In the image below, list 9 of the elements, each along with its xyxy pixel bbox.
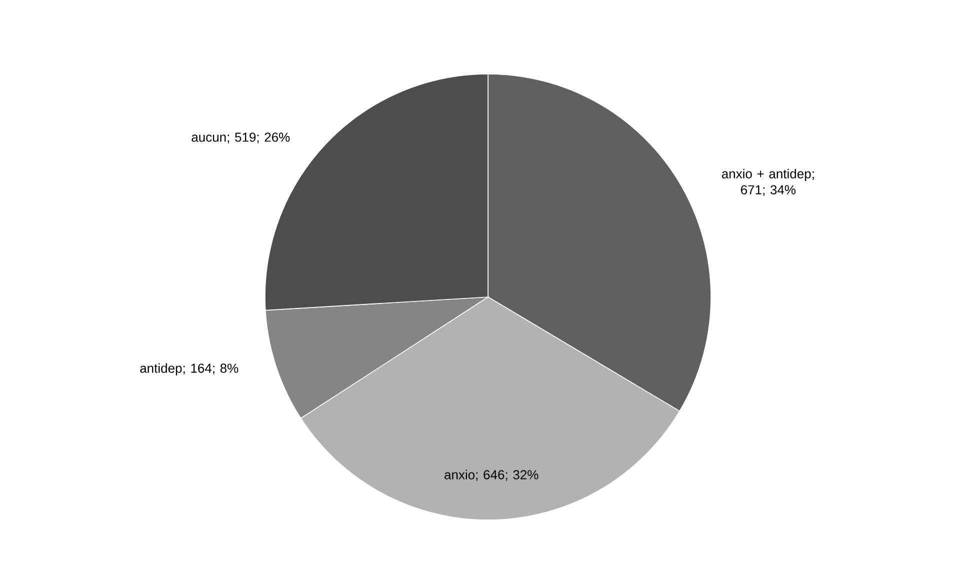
data-label: ; 164; 8% [183, 364, 238, 374]
slice-label: aucun [192, 134, 226, 142]
slice-label: anxio [444, 470, 475, 480]
data-label: ; 646; 32% [476, 470, 538, 481]
slice-label: antidep [140, 363, 182, 376]
slice-label: anxio + antidep [722, 168, 811, 181]
data-label: ; 519; 26% [228, 132, 290, 144]
text: 671; 34% [741, 185, 796, 196]
text: ; [812, 171, 814, 180]
